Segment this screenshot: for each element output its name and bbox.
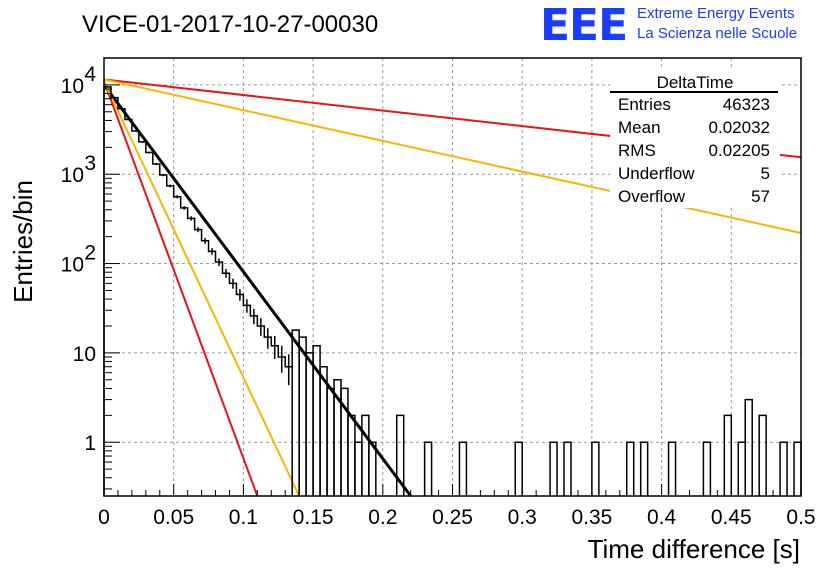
x-tick-label: 0.15 <box>293 506 334 529</box>
x-tick-label: 0.1 <box>229 506 258 529</box>
histogram-bin <box>458 441 468 496</box>
histogram-bin <box>744 398 753 496</box>
histogram-steps <box>103 86 293 496</box>
stat-label-underflow: Underflow <box>618 164 695 183</box>
y-tick-label: 1 <box>84 432 96 455</box>
y-tick-exponent: 2 <box>84 242 96 265</box>
stat-value-overflow: 57 <box>751 187 770 206</box>
histogram-bin <box>639 441 649 496</box>
histogram-bin <box>305 352 314 496</box>
fit-line <box>103 80 259 497</box>
stat-label-overflow: Overflow <box>618 187 686 206</box>
x-tick-label: 0.05 <box>153 506 194 529</box>
histogram-bin <box>361 414 370 496</box>
histogram-bin <box>423 441 433 496</box>
eee-logo: EEE Extreme Energy Events La Scienza nel… <box>540 0 797 51</box>
y-tick-label: 10 <box>61 75 84 98</box>
axis-ticks: 0 0.05 0.1 0.15 0.2 0.25 0.3 0.35 0.4 0.45 0.5 1 10 1… <box>61 57 816 529</box>
stat-value-rms: 0.02205 <box>709 141 770 160</box>
stats-box-name: DeltaTime <box>657 73 734 92</box>
x-tick-label: 0.2 <box>368 506 397 529</box>
histogram-bin <box>723 414 733 496</box>
stat-value-underflow: 5 <box>761 164 770 183</box>
stat-label-mean: Mean <box>618 118 661 137</box>
x-tick-label: 0.45 <box>711 506 752 529</box>
histogram-bin <box>793 441 802 496</box>
histogram-bin <box>667 441 677 496</box>
histogram-bin <box>514 441 523 496</box>
stat-label-rms: RMS <box>618 141 656 160</box>
stat-value-entries: 46323 <box>723 95 770 114</box>
logo-line2: La Scienza nelle Scuole <box>637 25 797 42</box>
y-tick-exponent: 4 <box>84 63 96 86</box>
x-axis-title: Time difference [s] <box>588 534 800 564</box>
chart-title: VICE-01-2017-10-27-00030 <box>82 11 378 38</box>
histogram-bin <box>549 441 558 496</box>
histogram-bin <box>758 414 767 496</box>
stat-label-entries: Entries <box>618 95 671 114</box>
histogram-bin <box>395 414 405 496</box>
stats-box: DeltaTime Entries 46323 Mean 0.02032 RMS… <box>610 68 780 208</box>
y-tick-exponent: 3 <box>84 152 96 175</box>
histogram-bin <box>347 414 356 496</box>
histogram-bin <box>702 441 712 496</box>
y-axis-title: Entries/bin <box>8 180 38 303</box>
x-tick-label: 0.25 <box>432 506 473 529</box>
logo-mark: EEE <box>540 0 627 51</box>
x-tick-label: 0.35 <box>571 506 612 529</box>
fit-line <box>103 80 301 497</box>
histogram-bin <box>626 441 635 496</box>
histogram-bin <box>319 365 328 496</box>
histogram-bin <box>354 441 363 496</box>
histogram-bin <box>563 441 572 496</box>
x-tick-label: 0.3 <box>508 506 537 529</box>
x-tick-label: 0.4 <box>647 506 677 529</box>
logo-line1: Extreme Energy Events <box>637 5 795 22</box>
histogram-bin <box>368 441 377 496</box>
histogram-bin <box>779 441 788 496</box>
y-tick-label: 10 <box>61 254 84 277</box>
stat-value-mean: 0.02032 <box>709 118 770 137</box>
fit-line <box>102 83 412 497</box>
x-tick-label: 0 <box>98 506 110 529</box>
y-tick-label: 10 <box>61 164 84 187</box>
y-tick-label: 10 <box>73 343 96 366</box>
x-tick-label: 0.5 <box>786 506 815 529</box>
histogram-bin <box>291 329 300 496</box>
histogram-bin <box>737 441 746 496</box>
histogram-bin <box>591 441 600 496</box>
histogram-bin <box>298 336 307 496</box>
